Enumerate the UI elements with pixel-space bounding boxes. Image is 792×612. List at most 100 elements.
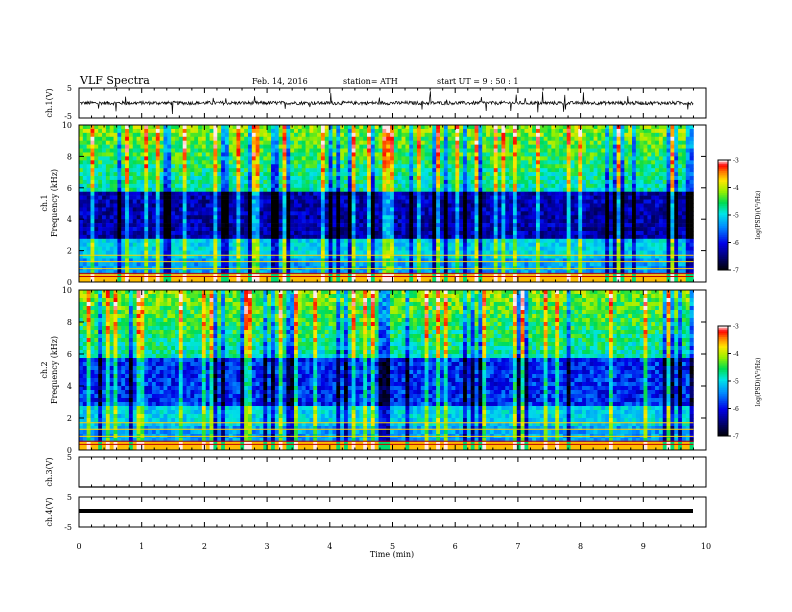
spectrogram-cell	[94, 211, 99, 216]
spectrogram-cell	[336, 176, 341, 181]
spectrogram-cell	[313, 144, 318, 149]
spectrogram-cell	[520, 183, 525, 189]
spectrogram-cell	[255, 152, 260, 157]
spectrogram-cell	[466, 211, 472, 216]
spectrogram-cell	[90, 152, 95, 157]
spectrogram-cell	[482, 187, 487, 193]
spectrogram-cell	[205, 199, 210, 204]
spectrogram-cell	[125, 199, 130, 204]
spectrogram-cell	[512, 191, 518, 196]
spectrogram-cell	[151, 176, 157, 181]
spectrogram-cell	[674, 148, 679, 153]
spectrogram-cell	[198, 234, 203, 240]
spectrogram-cell	[340, 191, 345, 196]
spectrogram-cell	[217, 227, 222, 232]
spectrogram-cell	[163, 176, 168, 181]
spectrogram-cell	[82, 234, 87, 240]
spectrogram-cell	[125, 176, 130, 181]
spectrogram-cell	[512, 187, 518, 193]
spectrogram-cell	[186, 148, 191, 153]
spectrogram-cell	[482, 136, 487, 141]
spectrogram-cell	[474, 132, 479, 138]
spectrogram-cell	[470, 211, 475, 216]
spectrogram-cell	[347, 160, 352, 165]
spectrogram-cell	[405, 136, 410, 141]
spectrogram-cell	[86, 191, 91, 196]
spectrogram-cell	[263, 148, 268, 153]
spectrogram-cell	[547, 230, 552, 236]
spectrogram-cell	[347, 140, 352, 145]
spectrogram-cell	[670, 195, 675, 200]
spectrogram-cell	[374, 207, 379, 212]
spectrogram-cell	[336, 160, 341, 165]
spectrogram-cell	[424, 160, 429, 165]
spectrogram-cell	[86, 211, 91, 216]
spectrogram-cell	[501, 172, 506, 177]
spectrogram-cell	[297, 176, 303, 181]
spectrogram-cell	[436, 168, 441, 173]
spectrogram-cell	[151, 148, 157, 153]
spectrogram-cell	[171, 234, 176, 240]
spectrogram-cell	[305, 179, 310, 185]
spectrogram-cell	[282, 215, 287, 220]
spectrogram-cell	[655, 144, 660, 149]
spectrogram-cell	[82, 156, 87, 161]
spectrogram-cell	[635, 132, 640, 138]
spectrogram-cell	[221, 234, 226, 240]
spectrogram-cell	[459, 136, 464, 141]
spectrogram-cell	[528, 144, 533, 149]
spectrogram-cell	[363, 187, 368, 193]
spectrogram-cell	[94, 172, 99, 177]
spectrogram-cell	[109, 191, 114, 196]
spectrogram-cell	[324, 140, 329, 145]
spectrogram-cell	[678, 219, 683, 224]
spectrogram-cell	[148, 132, 153, 138]
spectrogram-cell	[543, 144, 548, 149]
spectrogram-cell	[608, 179, 614, 185]
spectrogram-cell	[313, 187, 318, 193]
spectrogram-cell	[79, 156, 84, 161]
spectrogram-cell	[278, 156, 283, 161]
spectrogram-cell	[140, 144, 145, 149]
spectrogram-cell	[355, 234, 360, 240]
spectrogram-cell	[689, 179, 694, 185]
spectrogram-cell	[440, 128, 445, 134]
spectrogram-cell	[578, 211, 583, 216]
spectrogram-cell	[566, 238, 571, 244]
spectrogram-cell	[612, 238, 617, 244]
spectrogram-cell	[109, 227, 114, 232]
spectrogram-cell	[217, 168, 222, 173]
spectrogram-cell	[582, 223, 587, 228]
spectrogram-cell	[470, 234, 475, 240]
spectrogram-cell	[378, 199, 383, 204]
spectrogram-cell	[367, 164, 372, 169]
spectrogram-cell	[647, 191, 652, 196]
spectrogram-cell	[151, 132, 157, 138]
spectrogram-cell	[236, 230, 241, 236]
spectrogram-cell	[624, 176, 629, 181]
spectrogram-cell	[689, 199, 694, 204]
spectrogram-cell	[163, 207, 168, 212]
spectrogram-cell	[416, 187, 422, 193]
spectrogram-cell	[175, 242, 180, 247]
spectrogram-cell	[386, 179, 391, 185]
spectrogram-cell	[148, 164, 153, 169]
spectrogram-cell	[148, 219, 153, 224]
spectrogram-cell	[247, 148, 253, 153]
spectrogram-cell	[178, 230, 183, 236]
spectrogram-cell	[678, 125, 683, 130]
spectrogram-cell	[140, 215, 145, 220]
spectrogram-cell	[612, 242, 617, 247]
spectrogram-cell	[658, 211, 664, 216]
spectrogram-cell	[386, 219, 391, 224]
spectrogram-cell	[655, 125, 660, 130]
spectrogram-cell	[297, 219, 303, 224]
spectrogram-cell	[635, 176, 640, 181]
spectrogram-cell	[639, 168, 644, 173]
spectrogram-cell	[620, 136, 625, 141]
spectrogram-cell	[194, 125, 199, 130]
spectrogram-cell	[424, 191, 429, 196]
spectrogram-cell	[551, 148, 556, 153]
spectrogram-cell	[332, 215, 337, 220]
spectrogram-cell	[148, 128, 153, 134]
